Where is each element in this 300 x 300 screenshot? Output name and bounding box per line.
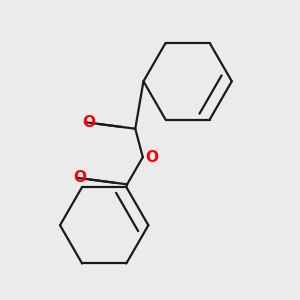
- Text: O: O: [146, 150, 158, 165]
- Text: O: O: [73, 170, 86, 185]
- Text: O: O: [82, 115, 95, 130]
